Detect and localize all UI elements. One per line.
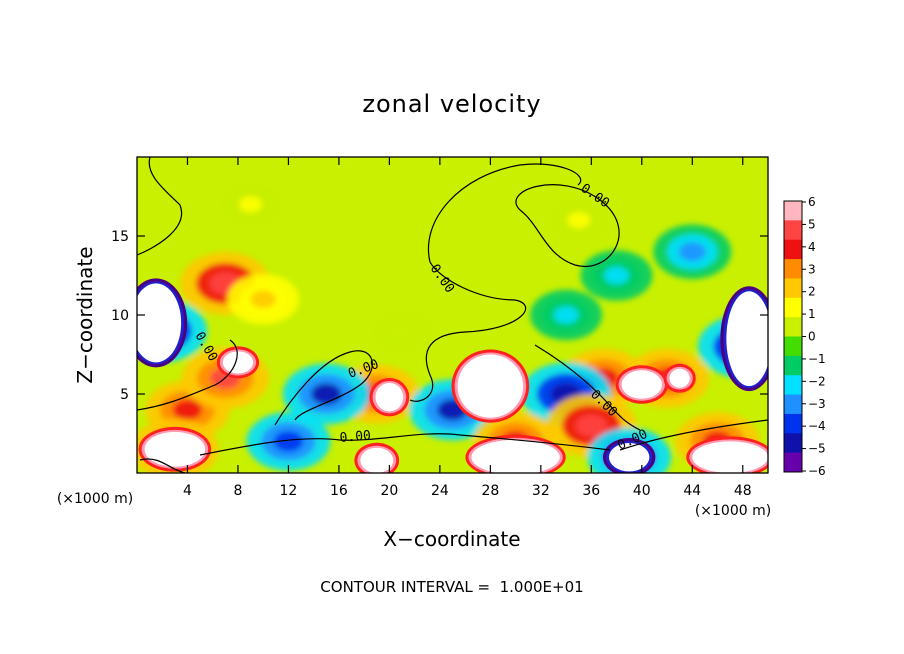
colorbar-swatch [784, 452, 802, 473]
contour-line [409, 261, 527, 402]
field-blob [553, 306, 579, 324]
contour-line [274, 350, 373, 426]
zero-contour-lines [137, 157, 768, 473]
saturated-region [222, 351, 254, 374]
saturated-region [608, 442, 650, 472]
colorbar-tick-label: −3 [808, 397, 826, 411]
colorbar-tick-label: 2 [808, 285, 816, 299]
colorbar-swatch [784, 413, 802, 434]
contour-line [619, 419, 768, 451]
saturated-region [457, 354, 524, 418]
x-tick-label: 20 [380, 483, 398, 499]
colorbar-swatch [784, 278, 802, 299]
contour-line [137, 157, 183, 256]
field-blob [390, 322, 414, 339]
x-tick-label: 4 [183, 483, 192, 499]
saturated-region [726, 291, 768, 387]
saturated-region [144, 431, 206, 467]
field-blob [172, 399, 203, 421]
x-tick-label: 8 [233, 483, 242, 499]
x-tick-label: 24 [431, 483, 449, 499]
saturated-region [692, 441, 768, 473]
field-blob [273, 431, 304, 452]
colorbar-tick-label: −2 [808, 374, 826, 388]
contour-line [534, 344, 641, 431]
chart-title: zonal velocity [362, 90, 541, 118]
colorbar-swatch [784, 201, 802, 221]
y-tick-label: 15 [111, 229, 129, 245]
contour-line [427, 163, 582, 263]
field-blob [603, 266, 630, 285]
x-tick-label: 48 [734, 483, 752, 499]
colorbar-tick-label: −4 [808, 419, 826, 433]
colorbar-tick-label: 5 [808, 217, 816, 231]
colorbar-tick-label: −1 [808, 352, 826, 366]
y-tick-label: 10 [111, 308, 129, 324]
field-blob [250, 290, 276, 309]
colorbar-tick-label: 1 [808, 307, 816, 321]
saturated-region [669, 368, 690, 388]
contour-interval-footer: CONTOUR INTERVAL = 1.000E+01 [320, 578, 583, 596]
colorbar-swatch [784, 220, 802, 241]
colorbar-tick-label: −6 [808, 464, 826, 478]
x-unit-right: (×1000 m) [695, 503, 771, 519]
y-tick-label: 5 [120, 387, 129, 403]
x-tick-label: 36 [582, 483, 600, 499]
contour-line [137, 339, 238, 411]
colorbar-tick-label: 4 [808, 240, 816, 254]
y-axis-label: Z−coordinate [73, 246, 97, 383]
contour-label: 0.00 [339, 428, 372, 446]
saturated-region [471, 439, 560, 473]
x-unit-left: (×1000 m) [57, 491, 133, 507]
colorbar-swatch [784, 317, 802, 337]
saturated-region [375, 382, 404, 412]
x-tick-label: 44 [683, 483, 701, 499]
colorbar-tick-label: 3 [808, 262, 816, 276]
field-blob [239, 196, 263, 213]
x-tick-label: 40 [633, 483, 651, 499]
field-blob [678, 242, 706, 262]
colorbar-swatch [784, 394, 802, 415]
saturated-region [621, 370, 662, 399]
y-axis-ticks: 5 10 15 [111, 229, 768, 403]
colorbar-swatch [784, 259, 802, 279]
contour-line [199, 433, 611, 456]
saturated-region [360, 447, 394, 473]
colorbar-tick-label: −5 [808, 442, 826, 456]
x-axis-label: X−coordinate [383, 527, 520, 551]
colorbar-swatch [784, 239, 802, 260]
x-axis-ticks: 4 8 12 16 20 24 28 32 36 40 44 48 [183, 157, 752, 499]
colorbar-swatch [784, 433, 802, 454]
x-tick-label: 32 [532, 483, 550, 499]
colorbar: 6 5 4 3 2 1 0 −1 −2 −3 −4 −5 −6 [783, 195, 826, 478]
field-blob [311, 383, 342, 405]
colorbar-swatch [784, 375, 802, 396]
contour-line [515, 184, 620, 267]
heatmap-area: 0.000.000.000.000.000.000.00 [137, 157, 768, 473]
contour-line [139, 458, 186, 473]
x-tick-label: 12 [280, 483, 298, 499]
colorbar-swatch [784, 297, 802, 318]
colorbar-swatch [784, 355, 802, 376]
x-tick-label: 28 [481, 483, 499, 499]
colorbar-tick-label: 0 [808, 330, 816, 344]
field-blob [575, 414, 608, 437]
colorbar-swatch [784, 336, 802, 357]
colorbar-tick-label: 6 [808, 195, 816, 209]
field-blob [567, 212, 591, 229]
saturated-region [137, 283, 182, 363]
x-tick-label: 16 [330, 483, 348, 499]
